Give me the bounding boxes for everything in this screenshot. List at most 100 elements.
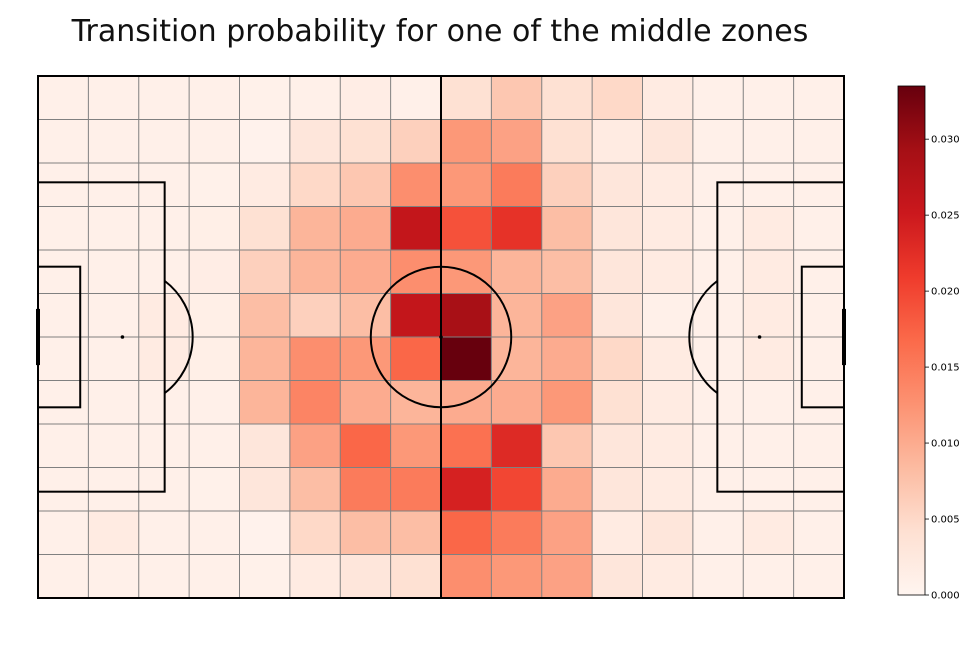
heatmap-cell [88,380,140,425]
heatmap-cell [642,206,694,251]
heatmap-cell [541,163,593,207]
heatmap-cell [88,511,140,555]
heatmap-cell [441,337,492,381]
heatmap-cell [189,337,240,381]
heatmap-cell [239,250,291,294]
heatmap-cell [541,424,593,468]
heatmap-cell [38,206,89,251]
heatmap-cell [38,119,89,164]
heatmap-cell [239,511,291,555]
heatmap-cell [793,119,845,164]
heatmap-cell [441,76,492,120]
heatmap-cell [743,554,794,599]
heatmap-cell [340,163,391,207]
heatmap-cell [642,119,694,164]
heatmap-cell [239,424,291,468]
heatmap-cell [189,163,240,207]
heatmap-cell [642,554,694,599]
heatmap-cell [390,206,442,251]
heatmap-cell [88,76,140,120]
heatmap-cell [491,76,543,120]
heatmap-cell [340,293,391,338]
colorbar: 0.000 0.005 0.010 0.015 0.020 0.025 0.030 [897,85,960,602]
heatmap-cell [390,337,442,381]
colorbar-tick-label: 0.015 [931,363,960,374]
heatmap-cell [692,554,744,599]
heatmap-cell [793,76,845,120]
heatmap-cell [491,511,543,555]
heatmap-cell [390,511,442,555]
heatmap-cell [592,250,643,294]
heatmap-cell [340,511,391,555]
heatmap-cell [340,424,391,468]
heatmap-cell [189,76,240,120]
heatmap-cell [793,467,845,512]
heatmap-cell [793,554,845,599]
heatmap-cell [390,467,442,512]
heatmap-cell [390,293,442,338]
heatmap-cell [38,163,89,207]
heatmap-cell [441,293,492,338]
heatmap-cell [340,467,391,512]
penalty-spot-right [757,335,762,339]
heatmap-cell [592,554,643,599]
heatmap-cell [289,467,341,512]
heatmap-cell [88,337,140,381]
heatmap-cell [88,293,140,338]
heatmap-cell [592,163,643,207]
heatmap-cell [743,119,794,164]
penalty-arc-left [164,280,194,394]
chart-title: Transition probability for one of the mi… [71,14,809,49]
heatmap-cell [592,337,643,381]
heatmap-cell [743,511,794,555]
heatmap-cell [743,293,794,338]
heatmap-cell [239,554,291,599]
heatmap-cell [441,554,492,599]
heatmap-cell [340,337,391,381]
heatmap-cell [743,206,794,251]
heatmap-cells [38,76,845,599]
heatmap-cell [491,163,543,207]
heatmap-cell [541,293,593,338]
heatmap-cell [793,424,845,468]
heatmap-cell [138,511,190,555]
heatmap-cell [38,554,89,599]
heatmap-cell [239,119,291,164]
heatmap-cell [592,511,643,555]
heatmap-cell [592,380,643,425]
heatmap-cell [390,163,442,207]
colorbar-tick-label: 0.000 [931,591,960,602]
heatmap-cell [541,119,593,164]
heatmap-cell [88,163,140,207]
heatmap-cell [289,424,341,468]
center-spot [439,335,443,339]
colorbar-tick-label: 0.030 [931,135,960,146]
heatmap-cell [491,250,543,294]
heatmap-cell [642,511,694,555]
heatmap-cell [390,119,442,164]
heatmap-cell [138,554,190,599]
heatmap-cell [743,163,794,207]
heatmap-cell [88,554,140,599]
heatmap-cell [642,250,694,294]
heatmap-cell [592,467,643,512]
heatmap-cell [541,511,593,555]
heatmap-cell [491,467,543,512]
heatmap-cell [441,163,492,207]
heatmap-cell [592,206,643,251]
heatmap-cell [441,511,492,555]
heatmap-cell [743,380,794,425]
heatmap-cell [743,337,794,381]
heatmap-cell [289,163,341,207]
heatmap-cell [793,511,845,555]
heatmap-cell [38,76,89,120]
heatmap-cell [642,163,694,207]
heatmap-cell [88,206,140,251]
heatmap-cell [239,380,291,425]
heatmap-cell [239,293,291,338]
colorbar-gradient [897,85,926,596]
heatmap-cell [340,206,391,251]
heatmap-cell [743,467,794,512]
heatmap-cell [491,380,543,425]
